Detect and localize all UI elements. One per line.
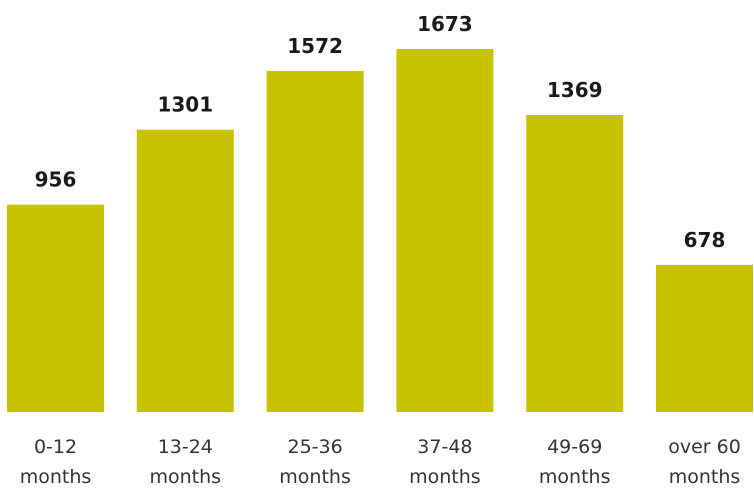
bar-value-label-2: 1572 [287,34,343,58]
bar-value-label-4: 1369 [547,78,603,102]
category-label-1-line-1: months [150,466,222,488]
category-label-3-line-0: 37-48 [417,436,472,458]
category-label-0-line-0: 0-12 [34,436,77,458]
bar-1 [136,129,234,412]
bar-5 [656,264,753,412]
bar-value-label-1: 1301 [157,93,213,117]
bar-2 [266,70,364,413]
bar-3 [396,49,494,412]
category-label-3-line-1: months [409,466,481,488]
category-label-4-line-0: 49-69 [547,436,602,458]
category-label-4-line-1: months [539,466,611,488]
bars-group [7,49,753,413]
bar-value-label-0: 956 [35,168,77,192]
bar-0 [7,204,104,412]
value-labels-group: 956 1301 1572 1673 1369 678 [35,12,726,252]
category-label-1-line-0: 13-24 [158,436,213,458]
bar-4 [526,115,624,412]
category-labels-group: 0-12 months 13-24 months 25-36 months 37-48 mon… [20,436,741,488]
category-label-5-line-0: over 60 [668,436,741,458]
category-label-2-line-0: 25-36 [287,436,342,458]
bar-value-label-3: 1673 [417,12,473,36]
bar-value-label-5: 678 [684,228,726,252]
category-label-5-line-1: months [669,466,741,488]
category-label-0-line-1: months [20,466,92,488]
category-label-2-line-1: months [279,466,351,488]
